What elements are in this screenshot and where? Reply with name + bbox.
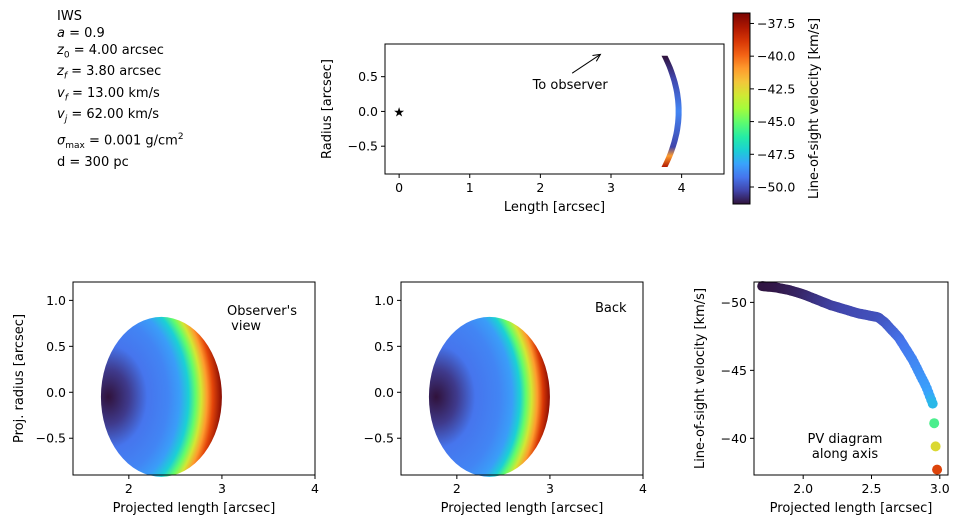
pv-point	[930, 441, 941, 452]
side-view-x-label: Length [arcsec]	[504, 200, 605, 215]
colorbar-tick-label: −47.5	[757, 147, 795, 162]
x-tick-label: 4	[311, 481, 319, 496]
y-tick-label: 1.0	[46, 293, 66, 308]
pv-diagram-y-label: Line-of-sight velocity [km/s]	[693, 288, 708, 469]
pv-diagram-panel: PV diagram along axis 2.0 2.5 3.0 −50 −45 −40…	[693, 281, 950, 516]
colorbar-tick-label: −37.5	[757, 16, 795, 31]
observers-view-x-label: Projected length [arcsec]	[113, 501, 276, 516]
colorbar-label: Line-of-sight velocity [km/s]	[807, 18, 822, 199]
y-tick-label: −45	[721, 363, 747, 378]
back-view-x-ticks: 2 3 4	[453, 475, 647, 496]
parameter-box: IWS a = 0.9 z0 = 4.00 arcsec zf = 3.80 arc…	[57, 9, 184, 172]
y-tick-label: −50	[721, 295, 747, 310]
observers-view-y-ticks: −0.5 0.0 0.5 1.0	[36, 293, 73, 446]
x-tick-label: 2.0	[793, 481, 813, 496]
param-line: vj = 62.00 km/s	[57, 107, 160, 125]
side-view-y-ticks: −0.5 0.0 0.5	[348, 69, 385, 154]
pv-diagram-y-ticks: −50 −45 −40	[721, 295, 754, 446]
back-view-axes-frame	[400, 281, 644, 476]
pv-point	[929, 418, 940, 429]
shell-profile	[661, 55, 682, 167]
param-line: a = 0.9	[57, 25, 105, 41]
param-line: σmax = 0.001 g/cm2	[57, 131, 184, 151]
back-view-y-ticks: −0.5 0.0 0.5 1.0	[364, 293, 401, 446]
param-title: IWS	[57, 9, 82, 24]
y-tick-label: 0.5	[46, 339, 66, 354]
annotation-line: PV diagram	[808, 432, 883, 447]
pv-point	[927, 398, 938, 409]
side-view-y-label: Radius [arcsec]	[320, 59, 335, 159]
y-tick-label: −40	[721, 431, 747, 446]
annotation-line: Observer's	[227, 304, 297, 319]
back-view-image	[428, 316, 550, 477]
x-tick-label: 2.5	[862, 481, 882, 496]
colorbar-ticks: −37.5 −40.0 −42.5 −45.0 −47.5 −50.0	[750, 16, 795, 194]
observers-view-x-ticks: 2 3 4	[125, 475, 319, 496]
side-view-axes-frame	[384, 43, 725, 175]
y-tick-label: −0.5	[348, 139, 378, 154]
side-view-panel: ★ To observer 0 1 2 3 4 −0.5 0.0 0.5 Length [a…	[320, 43, 725, 215]
y-tick-label: 1.0	[374, 293, 394, 308]
colorbar-gradient	[732, 12, 751, 205]
x-tick-label: 2	[536, 180, 544, 195]
observers-view-panel: Observer's view 2 3 4 −0.5 0.0 0.5 1.0 Projec…	[12, 281, 319, 516]
y-tick-label: 0.0	[358, 104, 378, 119]
y-tick-label: 0.5	[374, 339, 394, 354]
pv-diagram-annotation: PV diagram along axis	[808, 432, 883, 462]
pv-point	[932, 464, 943, 475]
annotation-line: along axis	[812, 447, 878, 462]
x-tick-label: 0	[395, 180, 403, 195]
param-line: zf = 3.80 arcsec	[57, 64, 162, 82]
y-tick-label: 0.5	[358, 69, 378, 84]
observer-arrowhead	[592, 53, 602, 62]
observers-view-annotation: Observer's view	[227, 304, 297, 334]
observers-view-y-label: Proj. radius [arcsec]	[12, 314, 27, 443]
colorbar-tick-label: −45.0	[757, 114, 795, 129]
param-line: vf = 13.00 km/s	[57, 85, 160, 104]
y-tick-label: −0.5	[36, 431, 66, 446]
x-tick-label: 2	[125, 481, 133, 496]
annotation-line: view	[227, 319, 261, 334]
observers-view-image	[100, 316, 222, 477]
pv-diagram-x-label: Projected length [arcsec]	[770, 501, 933, 516]
x-tick-label: 3	[546, 481, 554, 496]
colorbar-tick-label: −42.5	[757, 81, 795, 96]
y-tick-label: −0.5	[364, 431, 394, 446]
param-lines: a = 0.9 z0 = 4.00 arcsec zf = 3.80 arcsec v…	[57, 26, 184, 172]
pv-diagram-axes-frame	[753, 281, 949, 476]
pv-diagram-x-ticks: 2.0 2.5 3.0	[793, 475, 950, 496]
colorbar-tick-label: −50.0	[757, 179, 795, 194]
x-tick-label: 1	[466, 180, 474, 195]
x-tick-label: 4	[678, 180, 686, 195]
x-tick-label: 2	[453, 481, 461, 496]
x-tick-label: 3	[607, 180, 615, 195]
observer-annotation: To observer	[532, 78, 609, 93]
back-view-annotation: Back	[595, 301, 627, 316]
colorbar: −37.5 −40.0 −42.5 −45.0 −47.5 −50.0 Line-of-s…	[732, 12, 822, 205]
y-tick-label: 0.0	[374, 385, 394, 400]
param-line: z0 = 4.00 arcsec	[57, 42, 164, 61]
side-view-x-ticks: 0 1 2 3 4	[395, 174, 686, 195]
pv-curve	[757, 281, 943, 475]
x-tick-label: 4	[639, 481, 647, 496]
colorbar-tick-label: −40.0	[757, 49, 795, 64]
back-view-x-label: Projected length [arcsec]	[441, 501, 604, 516]
observer-arrow	[571, 54, 601, 74]
x-tick-label: 3.0	[930, 481, 950, 496]
param-line: d = 300 pc	[57, 154, 129, 170]
observers-view-axes-frame	[72, 281, 316, 476]
x-tick-label: 3	[218, 481, 226, 496]
back-view-panel: Back 2 3 4 −0.5 0.0 0.5 1.0 Projected length …	[364, 281, 647, 516]
y-tick-label: 0.0	[46, 385, 66, 400]
source-star-marker: ★	[393, 105, 405, 120]
